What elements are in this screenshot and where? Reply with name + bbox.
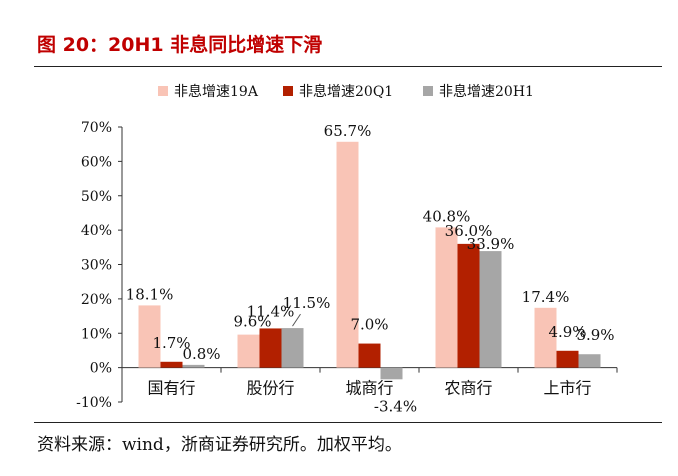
y-tick-label: 70% xyxy=(81,120,112,136)
data-label-1-1: 11.4% xyxy=(247,302,295,320)
y-tick-label: 60% xyxy=(81,154,112,170)
bottom-rule xyxy=(34,422,662,423)
bar-1-4 xyxy=(556,350,579,368)
source-note: 资料来源：wind，浙商证券研究所。加权平均。 xyxy=(37,435,402,455)
x-tick-label: 国有行 xyxy=(147,379,195,398)
bar-2-2 xyxy=(380,367,403,380)
bar-0-4 xyxy=(534,307,557,368)
data-label-2-1: 11.5% xyxy=(283,294,331,312)
data-label-2-4: 3.9% xyxy=(576,326,614,344)
data-labels: 18.1% 9.6% 65.7% 40.8% 17.4% 1.7% 11.4% 7.0% 36.… xyxy=(126,122,615,416)
bar-1-3 xyxy=(457,243,480,368)
bar-2-1 xyxy=(281,328,304,368)
y-tick-label: 0% xyxy=(90,361,112,377)
bar-2-3 xyxy=(479,251,502,368)
bar-2-4 xyxy=(578,354,601,368)
data-label-1-3: 36.0% xyxy=(445,222,493,240)
y-tick-label: 40% xyxy=(81,223,112,239)
legend-label-0: 非息增速19A xyxy=(174,83,259,100)
figure-title: 图 20：20H1 非息同比增速下滑 xyxy=(37,34,323,56)
data-label-0-1: 9.6% xyxy=(233,313,271,331)
legend: 非息增速19A 非息增速20Q1 非息增速20H1 xyxy=(158,83,534,100)
data-label-1-0: 1.7% xyxy=(152,334,190,352)
bar-0-0 xyxy=(138,305,161,368)
data-label-0-0: 18.1% xyxy=(126,285,174,303)
x-tick-label: 股份行 xyxy=(246,379,294,398)
bar-1-1 xyxy=(259,328,282,368)
y-tick-label: -10% xyxy=(76,395,112,411)
data-label-0-4: 17.4% xyxy=(522,288,570,306)
legend-swatch-0 xyxy=(158,86,168,96)
legend-swatch-1 xyxy=(283,86,293,96)
top-rule xyxy=(34,66,662,67)
legend-label-1: 非息增速20Q1 xyxy=(299,83,393,100)
data-label-1-2: 7.0% xyxy=(350,316,388,334)
data-label-2-2: -3.4% xyxy=(374,397,417,415)
leader-line xyxy=(292,313,301,327)
bar-0-3 xyxy=(435,227,458,368)
data-label-0-3: 40.8% xyxy=(423,207,471,225)
legend-swatch-2 xyxy=(423,86,433,96)
data-label-2-3: 33.9% xyxy=(467,235,515,253)
x-tick-label: 上市行 xyxy=(543,379,591,398)
data-label-2-0: 0.8% xyxy=(182,345,220,363)
bar-0-1 xyxy=(237,334,260,368)
axes: -10% 0% 10% 20% 30% 40% 50% 60% 70% 国有行 股份行 城商行 农商行 上… xyxy=(76,120,618,411)
bar-chart: 非息增速19A 非息增速20Q1 非息增速20H1 -10% 0% 10% 20% 30% 4… xyxy=(76,83,618,416)
bar-1-0 xyxy=(160,361,183,368)
y-tick-label: 50% xyxy=(81,189,112,205)
bars xyxy=(138,141,601,380)
legend-label-2: 非息增速20H1 xyxy=(439,83,534,100)
bar-2-0 xyxy=(182,364,205,368)
x-tick-label: 农商行 xyxy=(444,379,492,398)
bar-0-2 xyxy=(336,141,359,368)
data-label-1-4: 4.9% xyxy=(548,323,586,341)
bar-1-2 xyxy=(358,343,381,368)
data-label-0-2: 65.7% xyxy=(324,122,372,140)
y-tick-label: 30% xyxy=(81,258,112,274)
y-tick-label: 20% xyxy=(81,292,112,308)
y-tick-label: 10% xyxy=(81,326,112,342)
x-tick-label: 城商行 xyxy=(345,379,393,398)
